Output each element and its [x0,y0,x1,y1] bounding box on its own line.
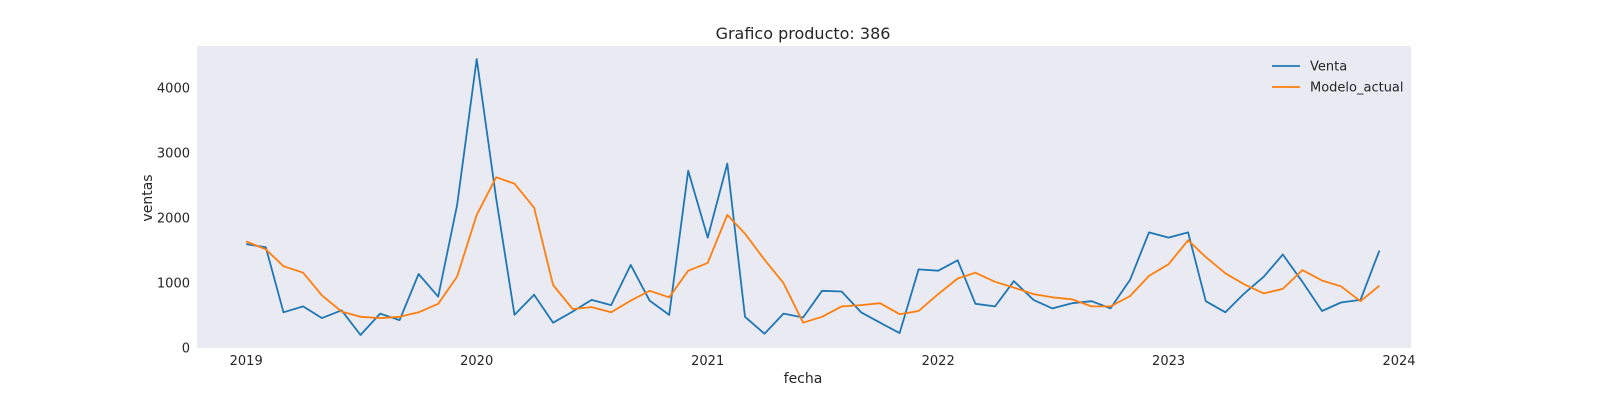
x-tick-label: 2021 [691,354,724,369]
legend-label: Venta [1310,60,1347,75]
x-tick-label: 2020 [460,354,493,369]
y-tick-label: 2000 [157,212,190,227]
x-tick-label: 2023 [1152,354,1185,369]
y-tick-label: 1000 [157,277,190,292]
y-tick-label: 3000 [157,147,190,162]
y-tick-label: 4000 [157,82,190,97]
x-tick-label: 2022 [922,354,955,369]
x-axis: 2019 2020 2021 2022 2023 2024 [230,354,1416,369]
y-axis: 0 1000 2000 3000 4000 [157,82,190,357]
chart-title: Grafico producto: 386 [716,24,891,43]
plot-area [197,46,1411,348]
x-tick-label: 2024 [1382,354,1415,369]
y-axis-label: ventas [140,174,156,221]
series-lines [245,58,1381,336]
series-line-1 [245,176,1380,324]
x-axis-label: fecha [784,371,823,387]
legend: Venta Modelo_actual [1272,60,1404,96]
legend-label: Modelo_actual [1310,81,1404,96]
x-tick-label: 2019 [230,354,263,369]
y-tick-label: 0 [182,342,190,357]
